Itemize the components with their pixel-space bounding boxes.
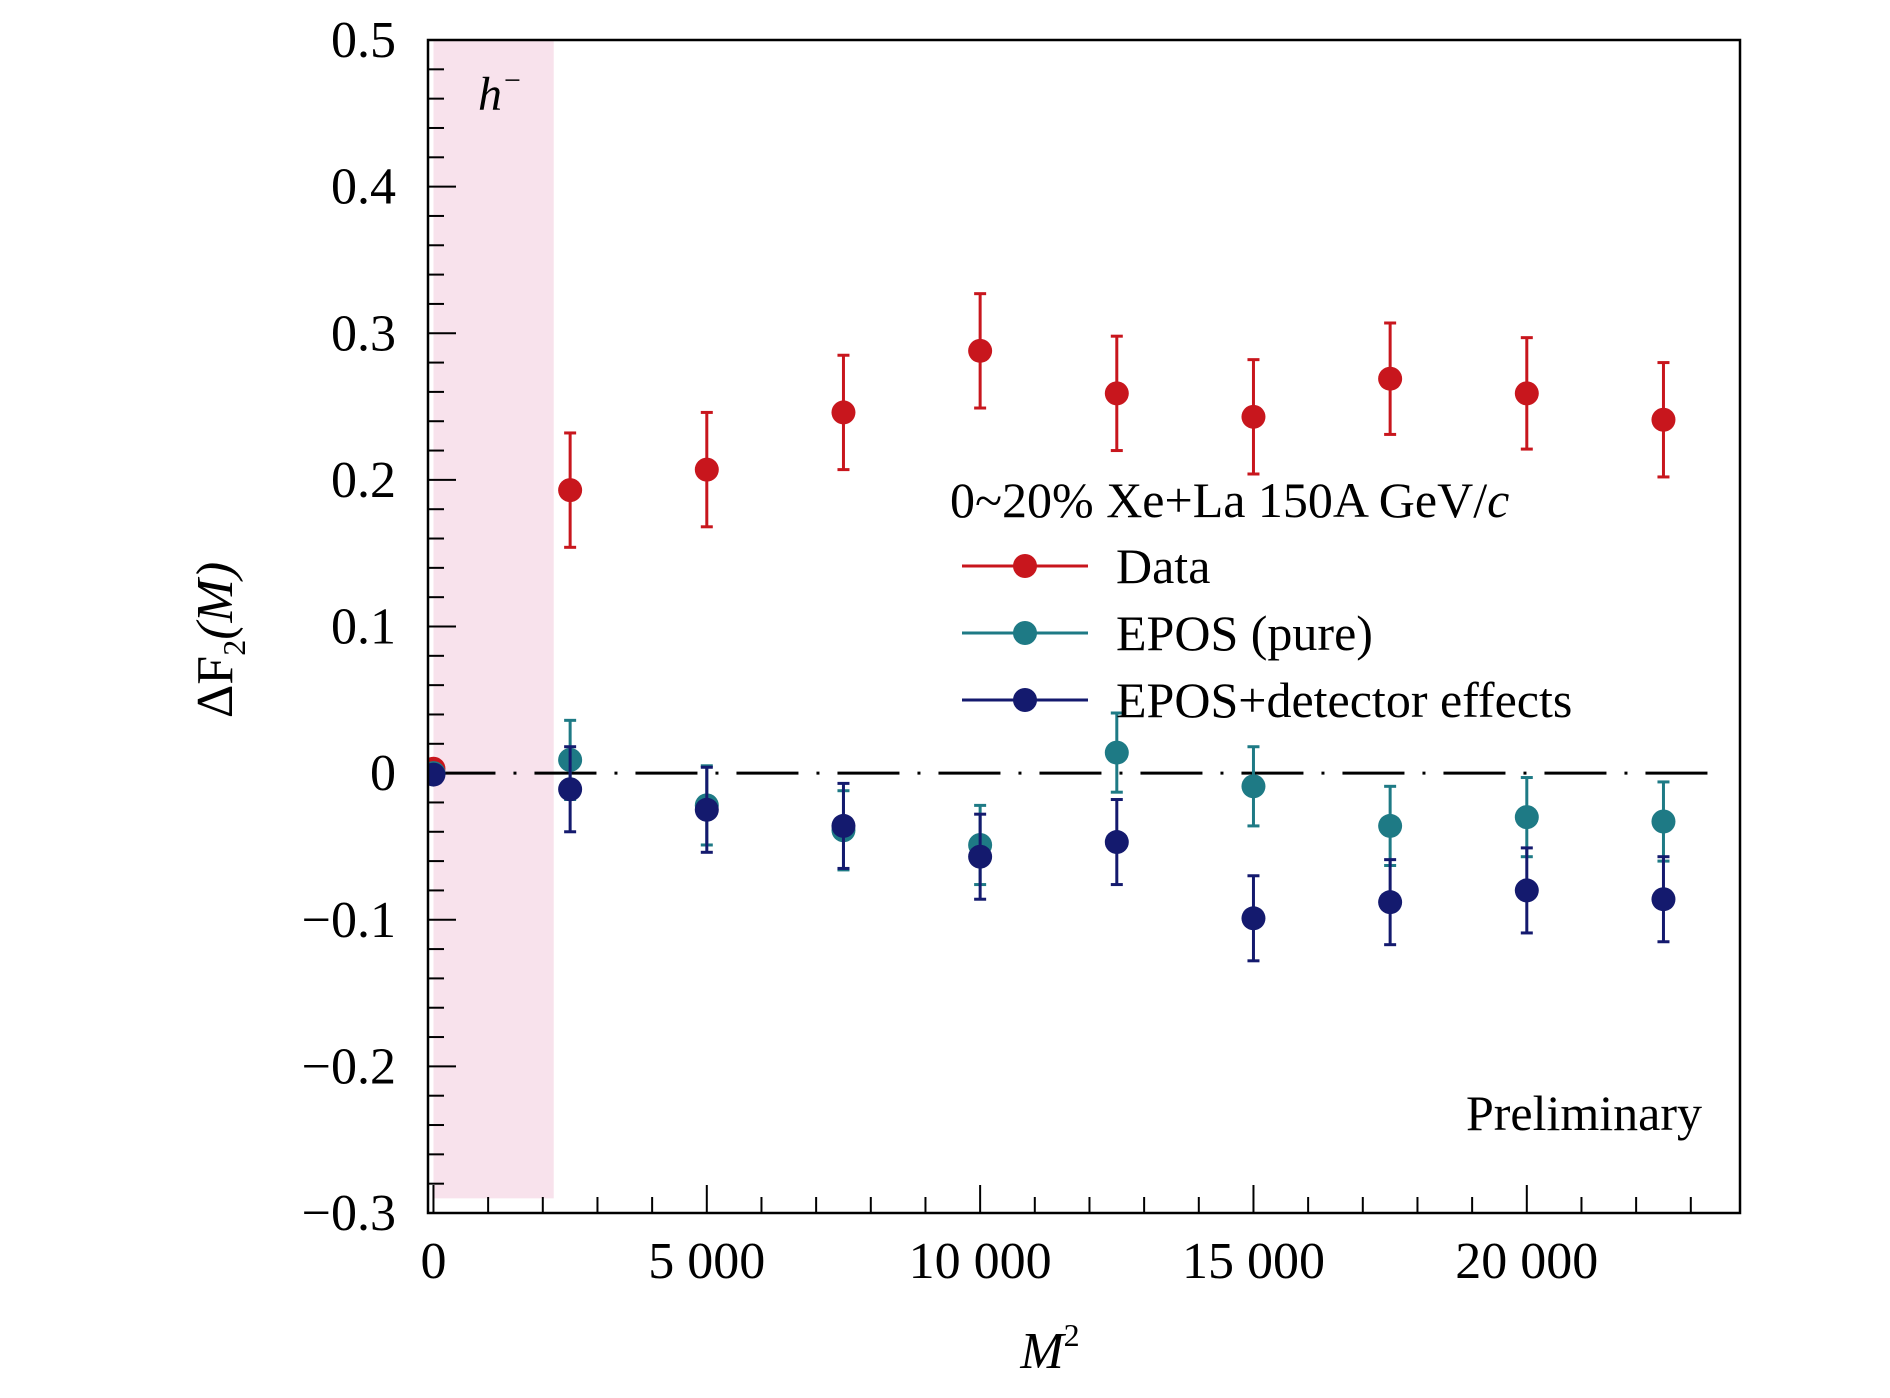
legend-marker [1013, 688, 1037, 712]
data-point [831, 400, 856, 425]
data-point [1514, 381, 1539, 406]
y-axis-ticks [428, 39, 456, 1214]
data-point [1104, 381, 1129, 406]
data-point [968, 338, 993, 363]
data-point [694, 457, 719, 482]
y-tick-label: −0.2 [302, 1038, 396, 1095]
series-layer [428, 292, 1676, 963]
data-point [1651, 407, 1676, 432]
x-tick-label: 10 000 [909, 1233, 1052, 1290]
x-tick-label: 5 000 [648, 1233, 765, 1290]
data-point [1104, 740, 1129, 765]
legend-marker [1013, 554, 1037, 578]
x-tick-labels: 0 5 000 10 000 15 000 20 000 [420, 1233, 1598, 1290]
legend-header: 0~20% Xe+La 150A GeV/c [950, 472, 1509, 528]
y-tick-label: 0 [370, 745, 396, 802]
data-point [1651, 809, 1676, 834]
legend-label: EPOS (pure) [1116, 605, 1373, 661]
x-tick-label: 20 000 [1455, 1233, 1598, 1290]
data-point [1241, 906, 1266, 931]
series-2 [428, 745, 1676, 963]
data-point [1514, 878, 1539, 903]
y-tick-label: −0.1 [302, 892, 396, 949]
data-point [428, 762, 446, 787]
preliminary-annotation: Preliminary [1466, 1085, 1702, 1141]
x-axis-ticks [432, 1185, 1692, 1213]
y-tick-label: 0.2 [331, 452, 396, 509]
plot-frame [426, 38, 1742, 1215]
data-point [558, 478, 583, 503]
data-point [1514, 805, 1539, 830]
data-point [1378, 890, 1403, 915]
y-tick-label: 0.5 [331, 12, 396, 69]
y-tick-label: 0.1 [331, 599, 396, 656]
legend-label: EPOS+detector effects [1116, 672, 1572, 728]
legend-marker [1013, 621, 1037, 645]
x-tick-label: 15 000 [1182, 1233, 1325, 1290]
data-point [1104, 830, 1129, 855]
y-axis-label: ΔF2(M) [187, 562, 252, 718]
data-point [1651, 887, 1676, 912]
data-point [1241, 404, 1266, 429]
legend-label: Data [1116, 538, 1210, 594]
y-tick-label: 0.3 [331, 305, 396, 362]
y-tick-label: −0.3 [302, 1185, 396, 1242]
data-point [1378, 813, 1403, 838]
data-point [1378, 366, 1403, 391]
data-point [558, 777, 583, 802]
x-tick-label: 0 [420, 1233, 446, 1290]
data-point [831, 813, 856, 838]
data-point [694, 797, 719, 822]
y-tick-labels: −0.3 −0.2 −0.1 0 0.1 0.2 0.3 0.4 0.5 [302, 12, 396, 1242]
legend: Data EPOS (pure) EPOS+detector effects [962, 538, 1572, 728]
data-point [1241, 774, 1266, 799]
data-point [968, 844, 993, 869]
series-1 [428, 711, 1676, 887]
shaded-region-label: h− [478, 64, 522, 121]
y-tick-label: 0.4 [331, 159, 396, 216]
shaded-region-h-minus [433, 40, 554, 1199]
x-axis-label: M2 [1019, 1317, 1079, 1380]
